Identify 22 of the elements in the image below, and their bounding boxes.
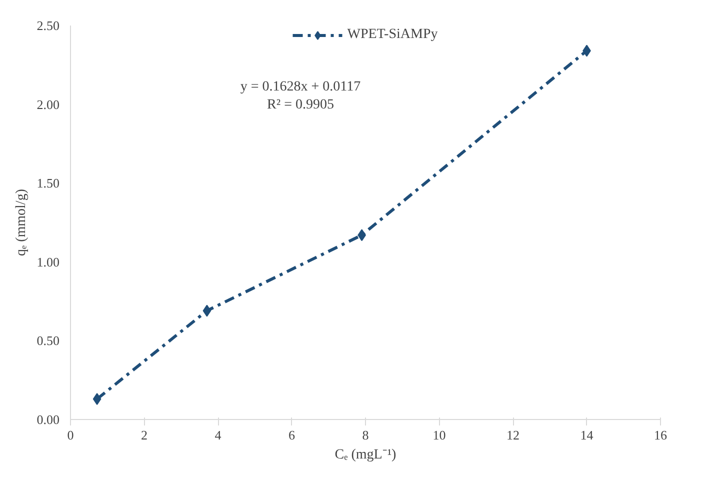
x-tick-label: 8 — [362, 428, 369, 442]
x-tick-label: 10 — [432, 428, 446, 442]
y-axis-title: qₑ (mmol/g) — [14, 188, 29, 256]
annotation: R² = 0.9905 — [267, 98, 334, 112]
y-tick-label: 2.50 — [36, 18, 60, 33]
x-tick-label: 0 — [67, 428, 74, 442]
y-tick-label: 0.50 — [36, 333, 60, 348]
y-tick-label: 0.00 — [36, 412, 60, 427]
y-tick-label: 2.00 — [36, 96, 60, 112]
x-tick-label: 6 — [288, 428, 296, 442]
y-tick-label: 1.00 — [36, 254, 60, 270]
x-tick-label: 16 — [654, 428, 668, 442]
x-tick-label: 12 — [506, 428, 520, 442]
x-tick-label: 4 — [214, 428, 222, 442]
x-axis-title: Cₑ (mgL⁻¹) — [334, 448, 397, 462]
x-tick-label: 2 — [141, 428, 148, 442]
y-tick-label: 1.50 — [36, 176, 60, 191]
annotation: y = 0.1628x + 0.0117 — [240, 80, 361, 94]
legend-label: WPET-SiAMPy — [347, 27, 438, 43]
point — [92, 393, 102, 406]
x-tick-label: 14 — [580, 428, 594, 442]
point — [202, 304, 212, 317]
